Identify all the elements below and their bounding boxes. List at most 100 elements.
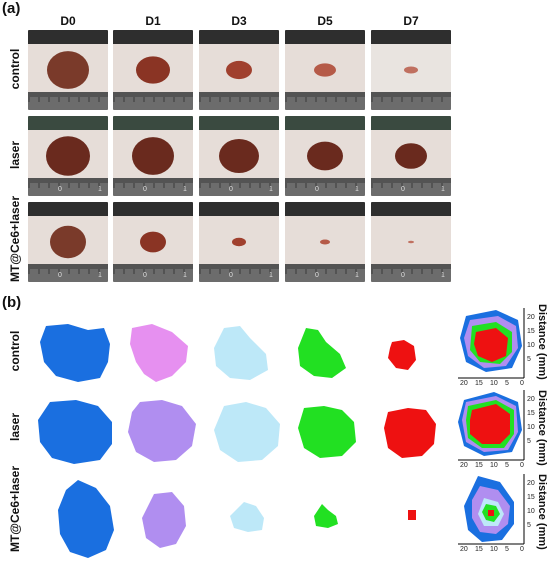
x-tick-label: 10 xyxy=(490,462,498,469)
ruler-number: 1 xyxy=(183,272,187,279)
x-tick-label: 0 xyxy=(520,380,524,387)
y-tick-label: 15 xyxy=(527,410,535,417)
panel-b-label: (b) xyxy=(2,294,22,311)
ruler-number: 0 xyxy=(401,272,405,279)
x-tick-label: 5 xyxy=(505,462,509,469)
wound-area-control-d5 xyxy=(298,328,346,378)
wound-shape xyxy=(298,406,356,458)
ruler-number: 0 xyxy=(315,272,319,279)
wound-area-laser-d3 xyxy=(214,402,280,462)
dark-background xyxy=(113,30,193,44)
wound-photo xyxy=(28,30,108,110)
ruler-number: 1 xyxy=(183,186,187,193)
wound xyxy=(136,56,170,84)
wound-photo xyxy=(199,30,279,110)
column-header-d1: D1 xyxy=(145,14,161,28)
wound-shape xyxy=(388,340,416,370)
dark-background xyxy=(113,202,193,216)
dark-background xyxy=(199,116,279,130)
dark-background xyxy=(199,202,279,216)
distance-axis-label-laser: Distance (mm) xyxy=(536,390,548,466)
ruler xyxy=(199,264,279,282)
ruler xyxy=(113,92,193,110)
wound-shape xyxy=(40,324,110,382)
y-tick-label: 20 xyxy=(527,314,535,321)
x-tick-label: 20 xyxy=(460,546,468,553)
ruler xyxy=(371,92,451,110)
wound-shape xyxy=(58,480,114,558)
wound xyxy=(395,143,427,169)
ruler-number: 1 xyxy=(441,272,445,279)
ruler xyxy=(285,264,365,282)
ruler xyxy=(285,178,365,196)
wound-shape xyxy=(214,326,268,380)
wound-area-control-d7 xyxy=(388,340,416,370)
wound xyxy=(226,60,252,80)
ruler-number: 1 xyxy=(355,186,359,193)
row-label-b-laser: laser xyxy=(8,412,22,442)
ruler-number: 0 xyxy=(229,272,233,279)
ruler-number: 0 xyxy=(58,272,62,279)
ruler-number: 1 xyxy=(441,186,445,193)
wound xyxy=(408,240,414,244)
column-header-d3: D3 xyxy=(231,14,247,28)
wound-area-mtce6-d7 xyxy=(408,510,416,520)
wound-shape xyxy=(488,510,494,516)
ruler-number: 1 xyxy=(98,186,102,193)
x-tick-label: 20 xyxy=(460,462,468,469)
wound-shape xyxy=(298,328,346,378)
y-tick-label: 10 xyxy=(527,424,535,431)
wound xyxy=(50,225,86,259)
distance-axis-label-control: Distance (mm) xyxy=(536,304,548,380)
y-tick-label: 20 xyxy=(527,396,535,403)
row-label-a-laser: laser xyxy=(8,140,22,170)
x-tick-label: 10 xyxy=(490,546,498,553)
row-label-a-control: control xyxy=(8,48,22,90)
y-tick-label: 20 xyxy=(527,480,535,487)
ruler xyxy=(285,92,365,110)
wound xyxy=(232,237,246,247)
ruler-number: 1 xyxy=(355,272,359,279)
wound-photo xyxy=(285,30,365,110)
wound-area-mtce6-d5 xyxy=(314,504,338,528)
dark-background xyxy=(285,30,365,44)
ruler xyxy=(199,178,279,196)
wound-area-mtce6-d1 xyxy=(142,492,186,548)
x-tick-label: 20 xyxy=(460,380,468,387)
wound-area-laser-d0 xyxy=(38,400,112,464)
wound-shape xyxy=(128,400,196,462)
dark-background xyxy=(28,116,108,130)
wound-area-mtce6-d0 xyxy=(58,480,114,558)
wound-area-control-d1 xyxy=(130,324,188,382)
ruler-number: 0 xyxy=(401,186,405,193)
ruler-number: 1 xyxy=(269,272,273,279)
wound-shape xyxy=(214,402,280,462)
ruler-number: 0 xyxy=(229,186,233,193)
column-header-d7: D7 xyxy=(403,14,419,28)
overlay-plot-laser xyxy=(458,390,525,461)
wound xyxy=(47,51,89,89)
y-tick-label: 10 xyxy=(527,508,535,515)
y-tick-label: 15 xyxy=(527,328,535,335)
x-tick-label: 15 xyxy=(475,546,483,553)
ruler-number: 1 xyxy=(269,186,273,193)
dark-background xyxy=(199,30,279,44)
ruler-number: 0 xyxy=(315,186,319,193)
x-tick-label: 0 xyxy=(520,462,524,469)
dark-background xyxy=(371,202,451,216)
x-tick-label: 15 xyxy=(475,380,483,387)
ruler xyxy=(199,92,279,110)
ruler xyxy=(113,264,193,282)
wound-shape xyxy=(38,400,112,464)
wound-shape xyxy=(470,404,510,444)
dark-background xyxy=(285,202,365,216)
overlay-plot-mtce6 xyxy=(458,474,525,545)
panel-a-label: (a) xyxy=(2,0,21,17)
wound xyxy=(219,139,259,173)
